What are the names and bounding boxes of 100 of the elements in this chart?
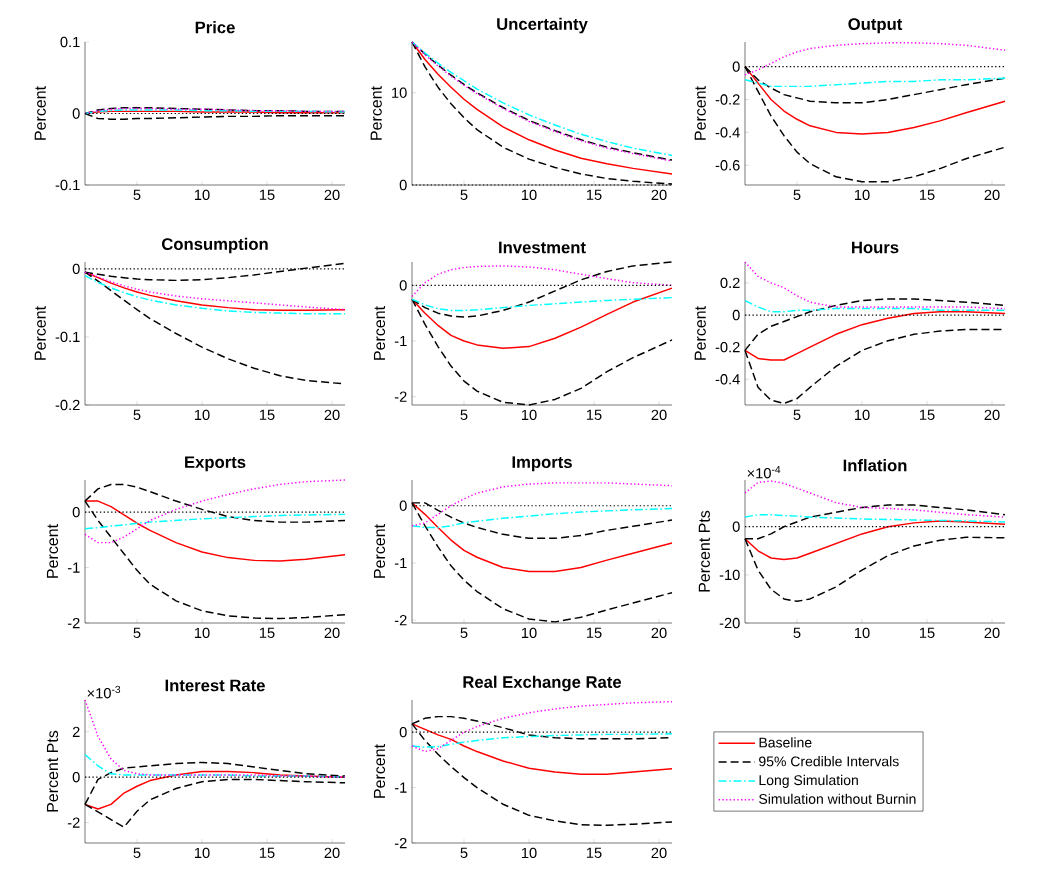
chart-title: Inflation: [843, 459, 907, 472]
y-tick-label: -0.4: [715, 127, 740, 138]
y-tick-label: -2: [67, 617, 80, 629]
x-tick-label: 5: [460, 409, 468, 420]
y-tick-label: -1: [394, 557, 407, 568]
x-tick-label: 15: [586, 627, 602, 638]
x-tick-label: 10: [521, 627, 537, 639]
x-tick-label: 5: [133, 627, 141, 638]
legend-label: Baseline: [759, 737, 812, 748]
x-tick-label: 10: [521, 189, 537, 201]
y-tick-label: -2: [67, 817, 80, 828]
x-tick-label: 20: [324, 627, 340, 639]
y-tick-label: 0: [732, 61, 740, 72]
x-tick-label: 10: [194, 409, 210, 421]
x-tick-label: 5: [460, 189, 468, 200]
y-tick-label: 0: [72, 263, 80, 275]
chart-title: Consumption: [162, 237, 268, 254]
x-tick-label: 5: [793, 189, 801, 200]
x-tick-label: 15: [259, 189, 275, 200]
x-tick-label: 10: [194, 627, 210, 639]
y-tick-label: -2: [394, 837, 407, 849]
y-tick-label: 0: [399, 726, 407, 738]
x-tick-label: 15: [259, 409, 275, 420]
y-tick-label: -1: [394, 782, 407, 793]
y-axis-title: Percent: [694, 86, 706, 140]
x-tick-label: 20: [651, 409, 667, 421]
x-tick-label: 5: [793, 409, 801, 420]
y-tick-label: -1: [67, 562, 80, 573]
y-axis-title: Percent: [34, 306, 46, 360]
y-tick-label: 0: [72, 772, 80, 783]
x-tick-label: 15: [259, 847, 275, 858]
x-tick-label: 10: [854, 409, 870, 421]
y-tick-label: -20: [719, 617, 740, 629]
chart-title: Exports: [185, 456, 246, 472]
chart-title: Output: [848, 18, 903, 34]
x-tick-label: 15: [586, 409, 602, 420]
x-tick-label: 20: [324, 409, 340, 421]
y-tick-label: -1: [394, 335, 407, 347]
x-tick-label: 20: [324, 189, 340, 201]
legend-label: Long Simulation: [759, 774, 858, 788]
x-tick-label: 5: [133, 189, 141, 200]
chart-title: Uncertainty: [497, 17, 588, 34]
x-tick-label: 10: [194, 847, 210, 859]
x-tick-label: 10: [854, 189, 870, 201]
y-tick-label: -0.1: [55, 331, 80, 343]
y-tick-label: -0.6: [715, 160, 740, 171]
x-tick-label: 20: [984, 627, 1000, 639]
x-tick-label: 15: [586, 847, 602, 858]
x-tick-label: 5: [133, 847, 141, 858]
x-tick-label: 15: [259, 627, 275, 638]
y-axis-title: Percent: [370, 86, 382, 140]
y-tick-label: -0.4: [715, 374, 740, 385]
y-tick-label: -0.2: [55, 399, 80, 411]
chart-title: Imports: [512, 456, 572, 472]
y-tick-label: -10: [719, 569, 740, 581]
y-tick-label: -2: [394, 391, 407, 402]
chart-title: Price: [195, 21, 235, 34]
text: ×10$^{-3}$: [87, 685, 121, 699]
y-tick-label: 2: [72, 726, 80, 737]
y-axis-title: Percent: [373, 306, 386, 360]
y-tick-label: 0: [72, 108, 80, 119]
y-axis-title: Percent: [46, 524, 59, 578]
y-tick-label: 0: [732, 521, 740, 532]
x-tick-label: 10: [194, 189, 210, 201]
chart-title: Interest Rate: [165, 679, 265, 692]
y-tick-label: 0: [399, 280, 407, 291]
y-axis-title: Percent: [694, 306, 706, 360]
x-tick-label: 5: [133, 409, 141, 420]
legend-label: 95% Credible Intervals: [759, 756, 899, 767]
x-tick-label: 20: [324, 847, 340, 859]
y-axis-title: Percent Pts: [698, 510, 710, 592]
y-tick-label: -2: [394, 615, 407, 626]
y-tick-label: 0: [732, 309, 740, 321]
x-tick-label: 20: [984, 409, 1000, 421]
legend-label: Simulation without Burnin: [759, 793, 916, 804]
x-tick-label: 10: [521, 847, 537, 859]
y-tick-label: 0: [72, 506, 80, 518]
y-tick-label: 10: [392, 87, 407, 98]
chart-title: Investment: [499, 241, 586, 254]
x-tick-label: 15: [919, 627, 935, 638]
x-tick-label: 15: [919, 189, 935, 200]
y-axis-title: Percent: [34, 86, 46, 140]
x-tick-label: 5: [460, 847, 468, 858]
x-tick-label: 15: [919, 409, 935, 420]
y-tick-label: -0.1: [55, 179, 80, 191]
y-axis-title: Percent Pts: [46, 730, 59, 812]
x-tick-label: 15: [586, 189, 602, 200]
x-tick-label: 20: [651, 189, 667, 201]
y-tick-label: -0.2: [715, 341, 740, 353]
y-tick-label: 0: [399, 500, 407, 511]
y-tick-label: 0.1: [60, 36, 80, 48]
y-tick-label: 0: [399, 179, 407, 191]
y-tick-label: 0.2: [720, 277, 740, 289]
x-tick-label: 20: [984, 189, 1000, 201]
chart-title: Hours: [852, 241, 899, 254]
y-axis-title: Percent: [373, 524, 386, 578]
x-tick-label: 5: [793, 627, 801, 638]
x-tick-label: 20: [651, 627, 667, 639]
y-tick-label: -0.2: [715, 94, 740, 105]
chart-title: Real Exchange Rate: [463, 675, 622, 692]
